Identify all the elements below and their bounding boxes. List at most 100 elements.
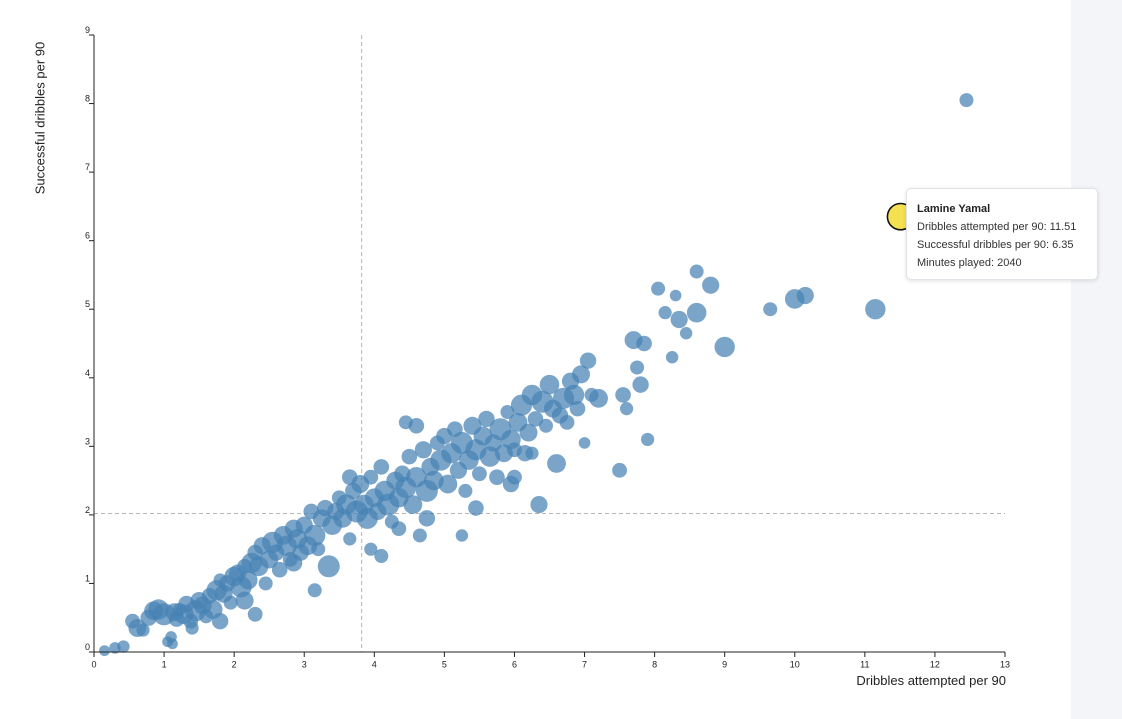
data-point[interactable] (418, 510, 436, 527)
data-point[interactable] (658, 306, 672, 320)
y-tick-label: 2 (85, 505, 90, 515)
data-point[interactable] (547, 454, 566, 473)
tooltip-player-name: Lamine Yamal (917, 203, 991, 215)
data-point[interactable] (341, 469, 358, 485)
data-point[interactable] (689, 264, 704, 279)
data-point[interactable] (636, 335, 652, 352)
data-point[interactable] (589, 388, 608, 408)
x-tick-label: 7 (582, 659, 587, 669)
data-point[interactable] (959, 93, 974, 108)
data-point[interactable] (408, 417, 425, 434)
data-point[interactable] (223, 595, 238, 610)
data-point[interactable] (507, 442, 522, 458)
x-tick-label: 9 (722, 659, 727, 669)
data-point[interactable] (479, 446, 501, 467)
data-point[interactable] (714, 336, 735, 358)
data-point[interactable] (235, 591, 254, 610)
data-point[interactable] (572, 365, 591, 384)
x-tick-label: 8 (652, 659, 657, 669)
x-tick-label: 13 (1000, 659, 1010, 669)
data-point[interactable] (185, 621, 199, 635)
data-point[interactable] (304, 524, 326, 547)
data-point[interactable] (458, 483, 473, 498)
data-point[interactable] (679, 327, 693, 340)
data-point[interactable] (472, 466, 487, 482)
data-point[interactable] (669, 289, 682, 302)
data-point[interactable] (527, 411, 544, 427)
data-point[interactable] (167, 638, 178, 650)
data-point[interactable] (702, 276, 720, 294)
x-tick-label: 3 (302, 659, 307, 669)
tooltip-minutes-played: Minutes played: 2040 (917, 257, 1022, 269)
y-tick-label: 0 (85, 642, 90, 652)
data-point[interactable] (763, 302, 778, 317)
data-point[interactable] (412, 528, 427, 543)
x-tick-label: 2 (232, 659, 237, 669)
data-point[interactable] (641, 432, 655, 447)
data-point[interactable] (865, 299, 886, 320)
data-point[interactable] (307, 583, 322, 598)
data-point[interactable] (530, 496, 548, 514)
data-point[interactable] (438, 474, 458, 494)
tooltip-dribbles-attempted: Dribbles attempted per 90: 11.51 (917, 221, 1077, 233)
data-point[interactable] (670, 310, 688, 329)
data-point[interactable] (612, 462, 627, 478)
x-tick-label: 10 (790, 659, 800, 669)
y-axis-title: Successful dribbles per 90 (32, 41, 48, 195)
data-point[interactable] (271, 561, 288, 578)
data-point[interactable] (525, 446, 539, 460)
data-point[interactable] (563, 384, 585, 406)
data-point[interactable] (311, 542, 326, 557)
data-point[interactable] (99, 645, 110, 657)
data-point[interactable] (615, 387, 631, 403)
data-point[interactable] (317, 555, 340, 578)
data-point[interactable] (500, 405, 515, 420)
data-point[interactable] (136, 623, 150, 637)
data-point[interactable] (796, 286, 814, 305)
data-point[interactable] (686, 302, 707, 323)
data-point[interactable] (519, 423, 538, 442)
data-point[interactable] (258, 576, 273, 591)
data-point[interactable] (651, 281, 666, 296)
data-point[interactable] (364, 542, 378, 556)
data-point[interactable] (373, 459, 390, 475)
data-point[interactable] (343, 532, 357, 546)
tooltip-successful-dribbles: Successful dribbles per 90: 6.35 (917, 239, 1074, 251)
data-point[interactable] (363, 469, 379, 485)
data-point[interactable] (455, 529, 469, 542)
x-tick-label: 6 (512, 659, 517, 669)
x-tick-label: 1 (162, 659, 167, 669)
data-point[interactable] (665, 351, 679, 364)
y-tick-label: 8 (85, 94, 90, 104)
data-point[interactable] (579, 352, 597, 369)
data-point[interactable] (539, 374, 560, 395)
data-point[interactable] (403, 495, 423, 515)
data-point[interactable] (559, 414, 575, 430)
y-tick-label: 1 (85, 573, 90, 583)
data-point[interactable] (401, 448, 418, 465)
data-point[interactable] (247, 606, 263, 622)
side-panel (1071, 0, 1122, 719)
data-point[interactable] (391, 521, 407, 536)
data-point[interactable] (117, 640, 130, 653)
data-point[interactable] (578, 437, 591, 449)
data-point[interactable] (468, 500, 484, 516)
data-point[interactable] (632, 376, 649, 393)
data-point[interactable] (414, 441, 432, 459)
data-point[interactable] (285, 554, 303, 572)
x-tick-label: 5 (442, 659, 447, 669)
data-point[interactable] (538, 418, 553, 433)
data-point[interactable] (619, 402, 634, 416)
data-point[interactable] (569, 400, 586, 417)
data-point[interactable] (478, 410, 495, 428)
x-tick-label: 11 (860, 659, 869, 669)
data-point[interactable] (502, 475, 520, 493)
data-point[interactable] (374, 549, 389, 564)
data-point[interactable] (489, 469, 505, 485)
y-tick-label: 7 (85, 162, 90, 172)
data-point[interactable] (630, 360, 645, 375)
data-point[interactable] (211, 612, 229, 630)
data-point[interactable] (238, 570, 258, 590)
